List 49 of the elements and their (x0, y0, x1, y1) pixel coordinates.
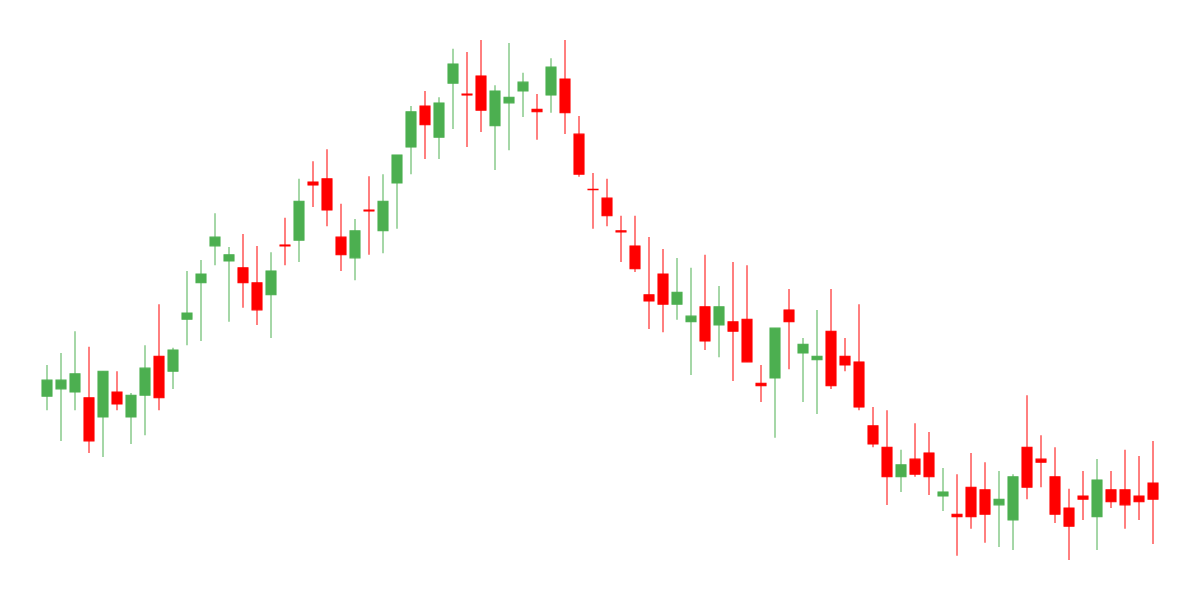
candlestick (503, 42, 515, 151)
candlestick (1147, 440, 1159, 545)
candlestick (643, 236, 655, 330)
candlestick (237, 233, 249, 309)
candlestick (307, 160, 319, 208)
candlestick (195, 259, 207, 342)
candlestick (181, 270, 193, 346)
candlestick (867, 406, 879, 448)
candlestick (1077, 470, 1089, 521)
candlestick (55, 352, 67, 442)
candlestick (629, 215, 641, 273)
candlestick (713, 285, 725, 358)
candlestick (727, 261, 739, 382)
candlestick (993, 470, 1005, 548)
candlestick (209, 212, 221, 266)
candlestick (1105, 470, 1117, 509)
candlestick (909, 422, 921, 478)
candlestick (69, 330, 81, 411)
candlestick (111, 370, 123, 411)
candlestick (1035, 434, 1047, 488)
candlestick (839, 337, 851, 372)
candlestick (41, 364, 53, 411)
candlestick (1133, 455, 1145, 521)
candlestick (461, 51, 473, 148)
candlestick (531, 93, 543, 141)
candlestick (125, 392, 137, 445)
candlestick (615, 215, 627, 263)
candlestick (1063, 488, 1075, 561)
candlestick (811, 309, 823, 415)
candlestick (1119, 449, 1131, 530)
candlestick (783, 288, 795, 370)
candlestick (265, 251, 277, 339)
candlestick (167, 347, 179, 390)
candlestick (937, 467, 949, 512)
candlestick (951, 473, 963, 557)
candlestick (335, 203, 347, 272)
candlestick (755, 364, 767, 403)
candlestick (279, 217, 291, 266)
candlestick (419, 90, 431, 160)
candlestick (797, 337, 809, 403)
candlestick (447, 48, 459, 130)
candlestick (685, 267, 697, 376)
candlestick (895, 449, 907, 493)
candlestick (601, 178, 613, 227)
candlestick (363, 175, 375, 256)
candlestick (223, 246, 235, 323)
candlestick (671, 257, 683, 321)
candlestick (517, 72, 529, 118)
candlestick (923, 431, 935, 496)
